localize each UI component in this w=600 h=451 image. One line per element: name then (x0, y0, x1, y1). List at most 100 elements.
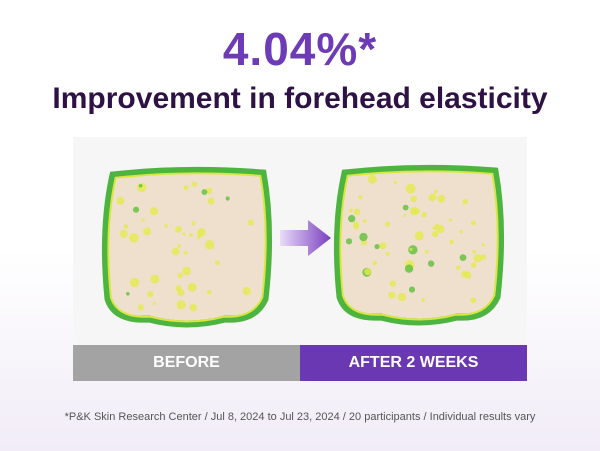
skin-spot (192, 181, 198, 187)
skin-spot (472, 249, 476, 254)
skin-spot (176, 300, 186, 310)
skin-spot (374, 243, 380, 250)
skin-spot (421, 212, 427, 218)
skin-spot (464, 271, 472, 279)
skin-spot (205, 240, 215, 250)
skin-spot (433, 189, 438, 194)
after-label: AFTER 2 WEEKS (300, 345, 527, 381)
skin-spot (353, 208, 361, 216)
skin-spot (409, 206, 419, 216)
skin-spot (201, 189, 208, 195)
skin-spot (385, 251, 390, 256)
image-panel (73, 137, 527, 345)
skin-spot (214, 260, 220, 266)
skin-spot (404, 264, 414, 273)
skin-spot (126, 291, 130, 296)
skin-spot (388, 291, 396, 299)
skin-spot (410, 195, 417, 203)
arrow (280, 220, 331, 256)
skin-spot (408, 286, 416, 293)
skin-spot (197, 228, 206, 237)
skin-spot (379, 242, 387, 250)
skin-spot (171, 247, 180, 256)
skin-spot (182, 266, 191, 276)
skin-edge (107, 172, 267, 323)
skin-spot (470, 220, 476, 226)
skin-spot (150, 274, 160, 284)
skin-spot (424, 249, 429, 254)
skin-images (101, 164, 505, 328)
skin-spot (225, 196, 230, 201)
skin-spot (132, 206, 140, 213)
skin-surface (333, 164, 505, 326)
skin-spot (421, 297, 425, 302)
skin-spot (129, 277, 140, 288)
skin-spot (183, 185, 189, 191)
skin-spot (385, 221, 391, 227)
skin-spot (459, 254, 467, 262)
skin-spot (177, 289, 185, 297)
skin-spot (247, 219, 254, 226)
skin-spot (242, 287, 251, 296)
skin-spot (408, 245, 418, 255)
skin-spot (189, 303, 198, 312)
skin-spot (389, 280, 396, 287)
skin-spot (414, 231, 424, 241)
skin-spot (164, 224, 169, 228)
skin-spot (177, 244, 181, 248)
skin-spot (403, 213, 407, 217)
skin-spot (473, 253, 483, 263)
skin-spot (481, 243, 485, 247)
skin-spot (175, 225, 182, 233)
skin-spot (147, 291, 154, 298)
skin-spot (182, 232, 186, 236)
footnote: *P&K Skin Research Center / Jul 8, 2024 … (64, 411, 536, 423)
skin-spot (187, 282, 197, 292)
skin-spot (372, 260, 378, 266)
skin-spot (177, 272, 183, 279)
skin-spot (428, 193, 437, 202)
skin-spot (207, 197, 215, 205)
skin-surface (101, 166, 273, 328)
skin-spot (143, 227, 152, 236)
skin-spot (138, 184, 143, 188)
skin-spot (362, 219, 367, 223)
skin-spot (456, 265, 461, 270)
headline-subtitle: Improvement in forehead elasticity (52, 82, 548, 115)
skin-spot (137, 304, 144, 311)
skin-spot (348, 214, 356, 223)
skin-spot (405, 183, 416, 194)
skin-spot (136, 182, 147, 193)
skin-spot (358, 195, 363, 200)
skin-spot (459, 229, 464, 234)
skin-spot (364, 268, 372, 276)
skin-spot (149, 207, 159, 216)
skin-spot (359, 232, 368, 242)
skin-spot (119, 229, 128, 238)
skin-spot (393, 180, 397, 185)
skin-spot (462, 199, 468, 205)
skin-spot (470, 262, 477, 268)
skin-spot (353, 221, 359, 227)
skin-spot (409, 247, 413, 251)
skin-spot (480, 254, 487, 260)
skin-spot (197, 235, 201, 240)
skin-spot (345, 238, 353, 245)
skin-image (333, 164, 505, 326)
skin-spot (191, 221, 196, 226)
skin-spot (123, 224, 129, 229)
skin-spot (434, 223, 440, 229)
skin-spot (367, 174, 377, 184)
skin-spot (152, 301, 156, 305)
skin-spot (183, 250, 188, 255)
skin-spot (189, 233, 193, 237)
skin-spot (449, 239, 454, 245)
skin-spot (402, 204, 409, 211)
skin-spot (348, 208, 353, 213)
skin-spot (129, 233, 139, 243)
skin-spot (397, 292, 407, 302)
skin-spot (205, 187, 213, 195)
skin-spot (427, 260, 435, 267)
skin-spot (437, 194, 446, 203)
